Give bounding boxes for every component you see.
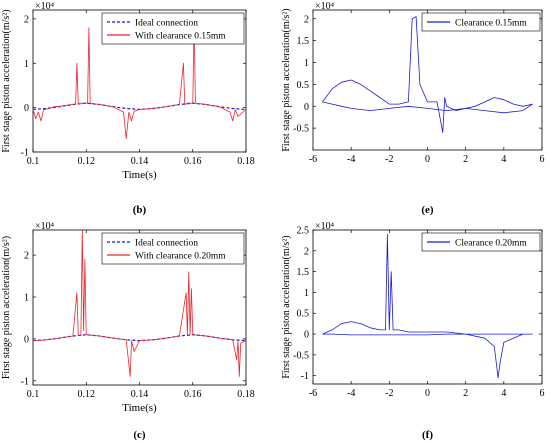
y-tick-label: 2 [24,251,29,262]
y-tick-label: -1 [21,376,29,387]
legend-box [421,12,541,32]
y-axis-label: First stage piston acceleration(m/s²) [1,236,12,379]
legend-label: With clearance 0.15mm [135,32,226,42]
legend-label: Ideal connection [135,239,198,249]
panel-label: (e) [421,204,434,216]
x-tick-label: 0.12 [78,389,96,400]
y-tick-label: 0.5 [297,309,310,320]
y-axis-label: First stage piston acceleration(m/s²) [281,8,292,151]
series-line-0 [322,233,533,379]
x-tick-label: 0 [425,388,430,399]
x-tick-label: 0 [425,154,430,165]
x-axis-label: Time(s) [122,402,157,414]
legend-box [101,12,245,45]
legend-label: Clearance 0.15mm [455,19,527,29]
y-tick-label: 1 [24,59,29,70]
x-tick-label: 0.12 [78,156,96,167]
series-line-1 [33,18,246,140]
exponent-label: ×10⁴ [35,1,55,12]
y-tick-label: 1.5 [297,36,310,47]
x-tick-label: 0.14 [131,389,149,400]
panel-label: (f) [422,429,433,441]
legend-box [101,232,245,265]
x-tick-label: 6 [540,154,545,165]
series-group [322,233,533,379]
x-tick-label: 0.16 [184,156,202,167]
x-tick-label: 0.18 [237,156,255,167]
y-tick-label: 0 [304,330,309,341]
legend-label: Ideal connection [135,19,198,29]
chart-panel-c: 0.1 0.12 0.14 0.16 0.18 -1 0 1 2 ×10⁴ Time(s) First… [1,221,255,441]
x-tick-label: 0.18 [237,389,255,400]
y-axis-label: First stage piston acceleration(m/s²) [281,235,292,378]
chart-panel-f: -6 -4 -2 0 2 4 6 -1 -0.5 0 0.5 1 1.5 2 2.5 ×10⁴ First st… [281,221,545,441]
chart-panel-e: -6 -4 -2 0 2 4 6 -0.5 0 0.5 1 1.5 2 ×10⁴ First stage p… [281,1,545,216]
x-tick-label: 4 [501,388,506,399]
x-tick-label: 6 [540,388,545,399]
y-tick-label: 2 [304,246,309,257]
exponent-label: ×10⁴ [35,221,55,232]
x-tick-label: 4 [501,154,506,165]
y-tick-label: -0.5 [293,350,309,361]
legend-box [421,232,541,252]
y-tick-label: -0.5 [293,124,309,135]
x-tick-label: -4 [347,388,355,399]
x-tick-label: -2 [385,388,393,399]
y-tick-label: 2.5 [297,226,310,237]
x-axis-label: Time(s) [122,169,157,181]
series-group [33,230,246,378]
chart-panel-b: 0.1 0.12 0.14 0.16 0.18 -1 0 1 2 ×10⁴ Time(s) First… [1,1,255,216]
series-line-1 [33,230,246,378]
x-tick-label: 0.1 [27,389,40,400]
x-tick-label: 2 [463,154,468,165]
y-tick-label: 2 [304,14,309,25]
y-tick-label: 0 [304,102,309,113]
x-tick-label: 0.14 [131,156,149,167]
x-tick-label: -6 [309,154,317,165]
series-line-0 [322,16,533,133]
series-group [322,16,533,133]
y-tick-label: 1 [304,58,309,69]
y-axis-label: First stage piston acceleration(m/s²) [1,9,12,152]
panel-label: (b) [133,204,147,216]
exponent-label: ×10⁴ [315,1,335,12]
x-tick-label: 2 [463,388,468,399]
plot-frame [312,229,543,385]
exponent-label: ×10⁴ [315,221,335,232]
series-group [33,18,246,140]
y-tick-label: -1 [21,148,29,159]
y-tick-label: -1 [301,371,309,382]
x-tick-label: 0.1 [27,156,40,167]
legend-label: Clearance 0.20mm [455,239,527,249]
y-tick-label: 1 [304,288,309,299]
x-tick-label: 0.16 [184,389,202,400]
y-tick-label: 0 [24,103,29,114]
y-tick-label: 1.5 [297,267,310,278]
x-tick-label: -6 [309,388,317,399]
y-tick-label: 2 [24,14,29,25]
y-tick-label: 0.5 [297,80,310,91]
y-tick-label: 1 [24,293,29,304]
legend-label: With clearance 0.20mm [135,252,226,262]
panel-label: (c) [133,429,146,441]
x-tick-label: -2 [385,154,393,165]
x-tick-label: -4 [347,154,355,165]
y-tick-label: 0 [24,334,29,345]
